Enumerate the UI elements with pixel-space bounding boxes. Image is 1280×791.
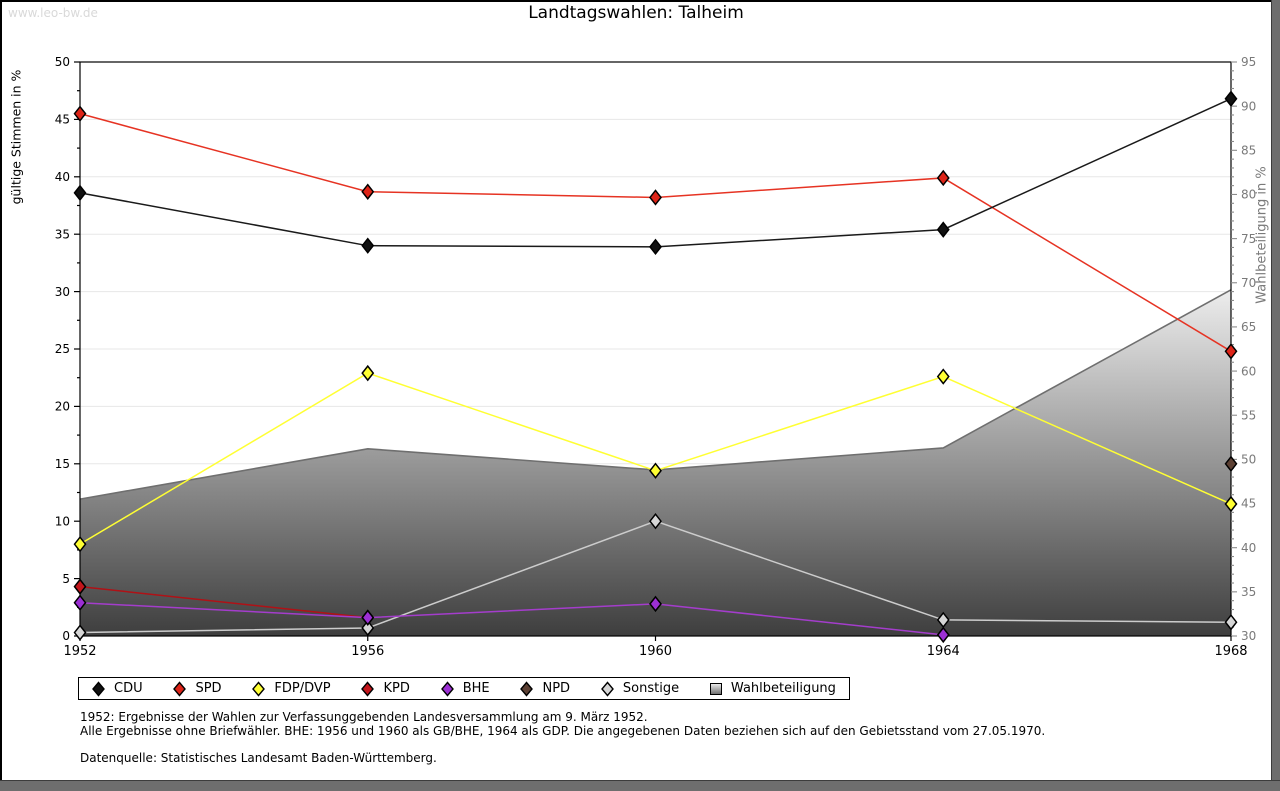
left-axis: 0 5 10 15 20 25 30 35 40 45 50 gültige Stimmen in %: [8, 55, 80, 643]
diamond-marker-icon: [252, 680, 266, 697]
diamond-marker-icon: [520, 680, 534, 697]
svg-text:1952: 1952: [63, 644, 96, 659]
diamond-marker-icon: [173, 680, 187, 697]
legend-item-wahlbeteiligung: Wahlbeteiligung: [709, 681, 836, 696]
legend-item-sonstige: Sonstige: [600, 680, 680, 697]
svg-text:1964: 1964: [927, 644, 960, 659]
svg-text:35: 35: [1241, 585, 1256, 599]
svg-text:5: 5: [62, 572, 70, 586]
svg-text:40: 40: [1241, 541, 1256, 555]
svg-text:25: 25: [55, 342, 70, 356]
svg-text:1968: 1968: [1214, 644, 1247, 659]
legend-box: CDU SPD FDP/DVP KPD BHE NPD Sonstige Wahlbeteil…: [78, 677, 850, 700]
svg-text:45: 45: [55, 113, 70, 127]
window-border-right: [1271, 0, 1280, 791]
svg-text:1956: 1956: [351, 644, 384, 659]
legend-item-kpd: KPD: [361, 680, 410, 697]
legend-label: CDU: [114, 681, 143, 696]
legend-item-cdu: CDU: [92, 680, 143, 697]
data-source: Datenquelle: Statistisches Landesamt Bad…: [80, 751, 437, 765]
svg-text:30: 30: [55, 285, 70, 299]
legend-label: SPD: [195, 681, 222, 696]
legend-label: KPD: [383, 681, 410, 696]
diamond-marker-icon: [600, 680, 614, 697]
window-border-top: [0, 0, 1280, 2]
svg-text:90: 90: [1241, 99, 1256, 113]
footnote-1952: 1952: Ergebnisse der Wahlen zur Verfassu…: [80, 710, 648, 724]
series-bhe: [73, 594, 950, 644]
window-border-left: [0, 0, 2, 791]
svg-text:35: 35: [55, 227, 70, 241]
window-border-bottom: [0, 780, 1280, 791]
legend-label: NPD: [542, 681, 571, 696]
svg-text:10: 10: [55, 514, 70, 528]
election-line-chart: 0 5 10 15 20 25 30 35 40 45 50 gültige Stimmen in %…: [8, 55, 1270, 659]
legend-label: BHE: [462, 681, 490, 696]
area-swatch-icon: [709, 682, 722, 695]
svg-text:40: 40: [55, 170, 70, 184]
svg-text:60: 60: [1241, 364, 1256, 378]
series-cdu: [73, 90, 1238, 256]
svg-text:45: 45: [1241, 497, 1256, 511]
diamond-marker-icon: [440, 680, 454, 697]
legend-label: Sonstige: [622, 681, 680, 696]
legend-item-fdp-dvp: FDP/DVP: [252, 680, 331, 697]
svg-text:50: 50: [55, 55, 70, 69]
x-axis: 1952 1956 1960 1964 1968: [63, 636, 1248, 659]
svg-text:85: 85: [1241, 144, 1256, 158]
legend-item-bhe: BHE: [440, 680, 490, 697]
svg-text:95: 95: [1241, 55, 1256, 69]
legend-item-npd: NPD: [520, 680, 571, 697]
svg-text:0: 0: [62, 629, 70, 643]
svg-text:70: 70: [1241, 276, 1256, 290]
footnotes: 1952: Ergebnisse der Wahlen zur Verfassu…: [80, 710, 1230, 765]
svg-text:55: 55: [1241, 408, 1256, 422]
right-axis-title: Wahlbeteiligung in %: [1255, 166, 1270, 303]
series-fdp-dvp: [73, 364, 1238, 553]
series-spd: [73, 105, 1238, 360]
legend-label: FDP/DVP: [274, 681, 331, 696]
svg-text:75: 75: [1241, 232, 1256, 246]
footnote-methodology: Alle Ergebnisse ohne Briefwähler. BHE: 1…: [80, 724, 1046, 738]
chart-title: Landtagswahlen: Talheim: [528, 3, 744, 23]
legend-label: Wahlbeteiligung: [730, 681, 836, 696]
svg-text:15: 15: [55, 457, 70, 471]
left-axis-title: gültige Stimmen in %: [8, 69, 23, 204]
svg-text:80: 80: [1241, 188, 1256, 202]
right-axis: 30 35 40 45 50 55 60 65 70 75 80 85 90 95 Wahlbeteilig…: [1231, 55, 1270, 643]
series-sonstige: [73, 512, 1238, 641]
svg-text:1960: 1960: [639, 644, 672, 659]
diamond-marker-icon: [92, 680, 105, 697]
svg-text:65: 65: [1241, 320, 1256, 334]
series-npd: [1224, 455, 1238, 473]
watermark: www.leo-bw.de: [8, 6, 98, 20]
svg-text:30: 30: [1241, 629, 1256, 643]
svg-text:20: 20: [55, 400, 70, 414]
legend-item-spd: SPD: [173, 680, 222, 697]
svg-text:50: 50: [1241, 453, 1256, 467]
diamond-marker-icon: [361, 680, 375, 697]
